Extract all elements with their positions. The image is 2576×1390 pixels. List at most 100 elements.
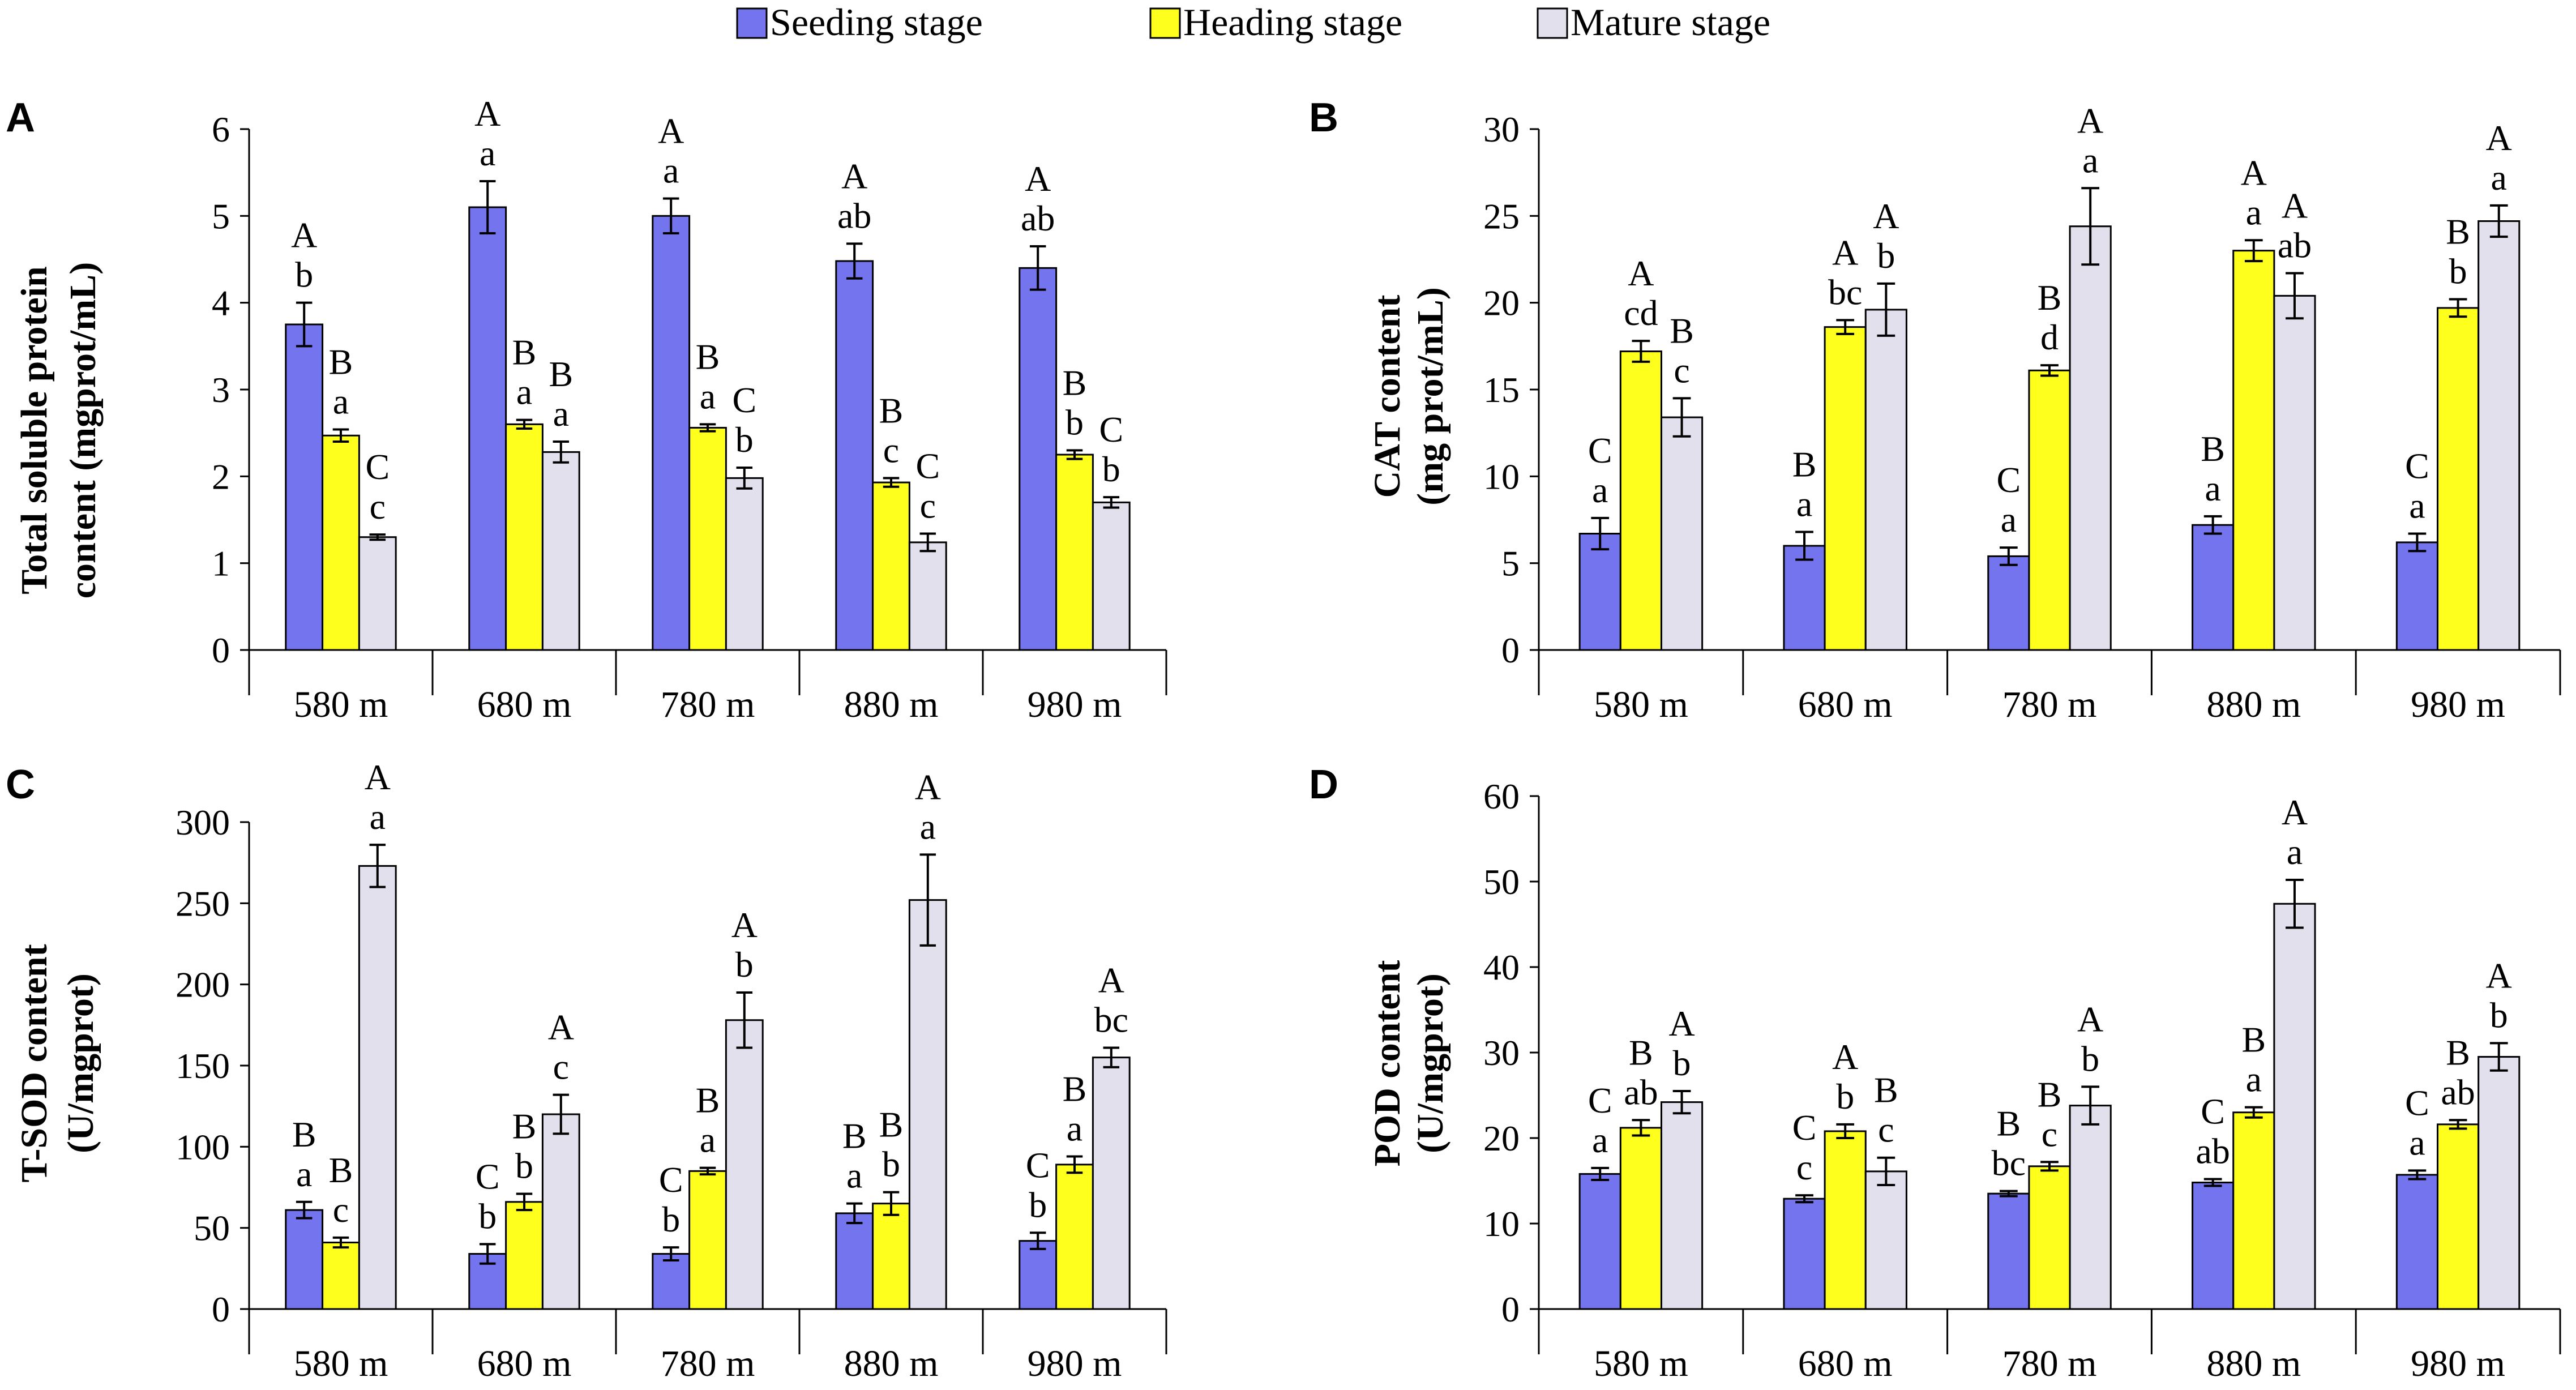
panel-b-bar-heading [1619,350,1662,651]
panel-c: C T-SOD content (U/mgprot) 0 50 100 150 200 2… [6,757,1167,1384]
panel-c-y-tick-label: 300 [176,802,230,842]
panel-d-sig-upper: C [1792,1107,1817,1148]
panel-d-bar-mature [2477,1056,2521,1310]
panel-c-error-bar-heading [332,1236,349,1249]
panel-c-sig-lower: b [882,1144,900,1184]
panel-a-bar-mature [541,451,580,651]
panel-d-sig-lower: b [2490,995,2508,1035]
panel-b-y-tick-label: 0 [1501,630,1520,670]
panel-d-error-bar-seeding [2408,1169,2427,1181]
panel-c-sig-lower: b [662,1199,680,1239]
panel-d-sig-lower: a [2287,832,2303,872]
panel-b-bar-seeding [2192,524,2235,651]
panel-c-sig-upper: B [292,1114,316,1154]
panel-b-error-bar-heading [1836,319,1855,335]
panel-a-error-bar-mature [369,533,386,541]
panel-d-error-bar-heading [2244,1106,2263,1119]
panel-a-sig-lower: c [370,486,386,527]
panel-d-bar-mature [2069,1105,2112,1310]
panel-d-bar-mature [1864,1170,1907,1310]
panel-b-bar-heading [1824,326,1867,651]
panel-d-error-bar-mature [1672,1089,1691,1115]
panel-d-x-tick-label: 580 m [1594,1343,1688,1384]
panel-c-error-bar-mature [919,853,936,947]
panel-c-sig-upper: C [1026,1145,1050,1185]
panel-a-error-bar-heading [699,423,716,433]
panel-d-bar-mature [2273,903,2316,1310]
panel-c-sig-upper: A [731,905,758,945]
panel-b-sig-upper: C [2405,446,2429,486]
panel-b-y-tick-label: 10 [1483,456,1520,497]
panel-a-bar-seeding [468,206,507,651]
panel-d-sig-upper: C [2405,1083,2429,1123]
panel-a-x-tick-label: 880 m [844,684,939,725]
panel-c-sig-lower: c [333,1190,349,1230]
panel-b-error-bar-seeding [1591,516,1610,551]
panel-b-error-bar-mature [1877,282,1895,337]
panel-a-sig-upper: A [291,215,317,255]
panel-b-sig-upper: A [2241,152,2267,193]
panel-d-bar-seeding [2395,1174,2439,1310]
panel-c-bar-mature [358,865,397,1310]
panel-b-ylabel-line2: (mg prot/mL) [1410,287,1451,506]
panel-a-y-tick-label: 3 [212,370,230,410]
panel-c-sig-lower: a [1067,1109,1082,1149]
panel-c-bar-seeding [285,1209,324,1310]
panel-d-bar-seeding [1987,1192,2030,1310]
panel-c-x-tick-label: 780 m [661,1343,755,1384]
panel-a-y-tick-label: 2 [212,456,230,497]
panel-d-error-bar-heading [1836,1123,1855,1139]
panel-c-y-tick-label: 50 [194,1208,230,1248]
panel-c-y-tick-label: 100 [176,1127,230,1167]
panel-c-error-bar-mature [1103,1046,1120,1068]
panel-a-bar-heading [1055,454,1094,651]
panel-c-x-tick-label: 980 m [1028,1343,1122,1384]
panel-a-bar-mature [1092,501,1131,651]
panel-b-sig-lower: a [2082,140,2098,180]
panel-d-y-tick-label: 50 [1483,862,1520,902]
panel-a-sig-upper: A [841,156,867,196]
panel-a-x-tick-label: 780 m [661,684,755,725]
panel-b-error-bar-heading [2449,298,2467,318]
panel-b-y-tick-label: 5 [1501,544,1520,584]
legend-item-seeding: Seeding stage [736,1,983,44]
panel-d-bar-heading [2232,1111,2275,1310]
panel-c-error-bar-seeding [846,1202,863,1225]
panel-c-sig-upper: A [365,757,391,797]
panel-b-x-tick-label: 580 m [1594,684,1688,725]
panel-a-bar-heading [322,434,360,651]
panel-c-sig-upper: C [659,1160,683,1200]
panel-b-bar-mature [2477,220,2521,651]
panel-d-error-bar-mature [2286,878,2304,929]
panel-d-sig-upper: A [1668,1003,1694,1043]
panel-c-bar-mature [541,1113,580,1310]
panel-b-sig-upper: A [1832,232,1858,272]
panel-d-sig-lower: c [1796,1147,1812,1187]
panel-b-x-tick-label: 780 m [2002,684,2097,725]
panel-c-sig-upper: A [915,767,941,807]
panel-b-bar-mature [2069,225,2112,651]
panel-b-sig-lower: cd [1624,293,1658,333]
panel-d-bar-heading [2028,1165,2071,1310]
panel-d-bar-heading [1824,1130,1867,1310]
panel-c-bar-mature [1092,1057,1131,1310]
panel-b-error-bar-mature [1672,397,1691,438]
panel-d-error-bar-mature [2489,1042,2508,1072]
panel-c-error-bar-seeding [662,1246,679,1261]
panel-c-y-tick-label: 250 [176,883,230,923]
panel-c-error-bar-heading [516,1192,533,1212]
panel-d-sig-upper: B [1996,1104,2021,1144]
panel-c-bar-heading [505,1201,544,1310]
panel-c-sig-lower: bc [1094,999,1128,1040]
panel-a-error-bar-heading [1066,449,1083,460]
panel-b-bar-heading [2028,369,2071,651]
panel-c-sig-upper: B [879,1105,904,1145]
panel-d-y-tick-label: 40 [1483,947,1520,987]
panel-a-letter: A [6,95,35,140]
panel-d-sig-upper: B [2241,1020,2266,1060]
panel-a-bar-seeding [285,323,324,651]
panel-b-sig-lower: bc [1828,272,1862,312]
panel-d-sig-upper: B [2446,1032,2470,1072]
panel-b-sig-upper: B [1670,310,1694,350]
